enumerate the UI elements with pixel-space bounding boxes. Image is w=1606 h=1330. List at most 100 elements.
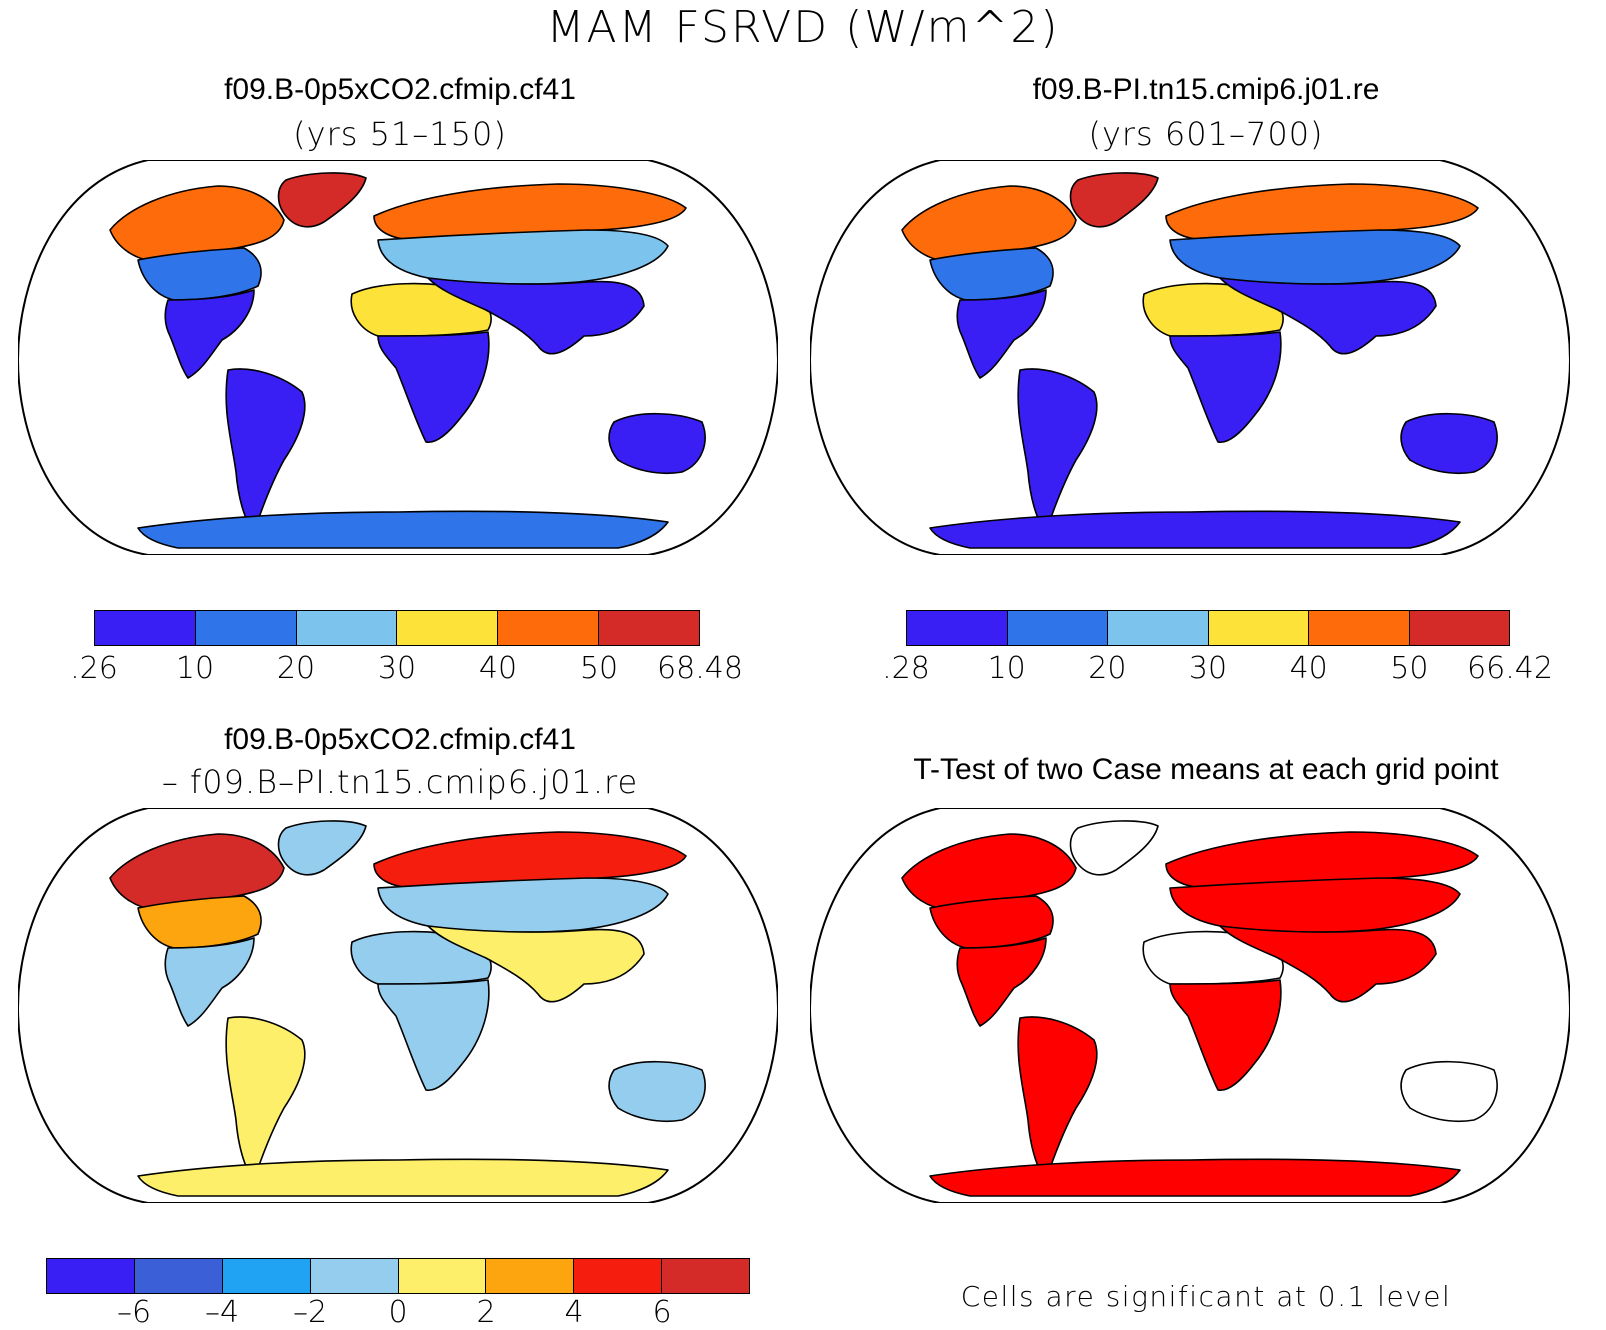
map-region-sa xyxy=(225,1016,306,1181)
colorbar-swatch xyxy=(907,611,1008,645)
colorbar-tick-label: 20 xyxy=(276,651,316,686)
map-region-na-south xyxy=(956,937,1047,1027)
colorbar-swatch xyxy=(47,1259,135,1293)
colorbar-tick-label: 40 xyxy=(478,651,518,686)
colorbar-tick-label: 0 xyxy=(388,1295,408,1330)
colorbar-tick-label: 10 xyxy=(987,651,1026,686)
map-region-sa xyxy=(225,368,306,533)
colorbar-tick-label: –6 xyxy=(116,1295,152,1330)
map-region-na-south xyxy=(956,289,1047,379)
diff-title: f09.B-0p5xCO2.cfmip.cf41 xyxy=(224,723,576,756)
map-region-australia xyxy=(608,1060,706,1123)
map-svg xyxy=(810,808,1570,1203)
map-border xyxy=(810,160,1570,555)
colorbar-tick-label: –2 xyxy=(292,1295,328,1330)
colorbar-tick-label: 6 xyxy=(652,1295,672,1330)
case2-colorbar-labels: .28 10 20 30 40 50 66.42 xyxy=(882,651,1553,686)
map-region-antarctica xyxy=(929,510,1461,549)
colorbar-tick-label: –4 xyxy=(204,1295,240,1330)
colorbar-swatch xyxy=(1007,611,1108,645)
case2-subtitle: (yrs 601–700) xyxy=(1088,115,1324,153)
colorbar-swatch xyxy=(398,1259,487,1293)
significance-note: Cells are significant at 0.1 level xyxy=(960,1280,1452,1313)
case1-colorbar xyxy=(94,610,700,646)
diff-colorbar xyxy=(46,1258,750,1294)
colorbar-tick-label: 66.42 xyxy=(1467,651,1553,686)
diff-map xyxy=(18,808,778,1203)
map-border xyxy=(18,160,778,555)
colorbar-swatch xyxy=(662,1259,749,1293)
colorbar-swatch xyxy=(1309,611,1410,645)
colorbar-tick-label: 10 xyxy=(175,651,215,686)
colorbar-swatch xyxy=(134,1259,223,1293)
map-svg xyxy=(810,160,1570,555)
colorbar-tick-label: 68.48 xyxy=(657,651,743,686)
colorbar-swatch xyxy=(296,611,398,645)
colorbar-tick-label: 20 xyxy=(1088,651,1127,686)
map-region-na-mid xyxy=(929,247,1054,301)
map-region-antarctica xyxy=(137,1158,669,1197)
map-region-eurasia-s xyxy=(427,277,645,355)
map-region-antarctica xyxy=(929,1158,1461,1197)
map-region-eurasia-s xyxy=(427,925,645,1003)
colorbar-tick-label: 2 xyxy=(476,1295,496,1330)
diff-colorbar-labels: –6 –4 –2 0 2 4 6 xyxy=(46,1296,750,1330)
map-region-na-mid xyxy=(929,895,1054,949)
map-svg xyxy=(18,808,778,1203)
map-border xyxy=(18,808,778,1203)
colorbar-swatch xyxy=(486,1259,575,1293)
colorbar-swatch xyxy=(397,611,499,645)
map-region-africa-s xyxy=(377,331,490,443)
colorbar-swatch xyxy=(195,611,297,645)
colorbar-swatch xyxy=(574,1259,663,1293)
case1-map xyxy=(18,160,778,555)
colorbar-tick-label: .26 xyxy=(70,651,118,686)
colorbar-tick-label: .28 xyxy=(882,651,930,686)
map-region-antarctica xyxy=(137,510,669,549)
case1-subtitle: (yrs 51–150) xyxy=(293,115,507,153)
colorbar-swatch xyxy=(310,1259,399,1293)
map-region-africa-s xyxy=(377,979,490,1091)
map-region-greenland xyxy=(277,172,367,228)
case1-title: f09.B-0p5xCO2.cfmip.cf41 xyxy=(224,73,576,106)
map-region-australia xyxy=(1400,412,1498,475)
map-region-greenland xyxy=(1069,820,1159,876)
case2-title: f09.B-PI.tn15.cmip6.j01.re xyxy=(1032,73,1380,106)
colorbar-tick-label: 50 xyxy=(579,651,619,686)
map-region-eurasia-s xyxy=(1219,925,1437,1003)
ttest-map xyxy=(810,808,1570,1203)
colorbar-tick-label: 40 xyxy=(1289,651,1328,686)
diff-subtitle: – f09.B–PI.tn15.cmip6.j01.re xyxy=(161,763,639,801)
map-region-na-mid xyxy=(137,895,262,949)
map-region-australia xyxy=(608,412,706,475)
case1-colorbar-labels: .26 10 20 30 40 50 68.48 xyxy=(70,651,743,686)
colorbar-swatch xyxy=(95,611,196,645)
map-region-na-south xyxy=(164,289,255,379)
colorbar-swatch xyxy=(599,611,699,645)
map-svg xyxy=(18,160,778,555)
figure-title: MAM FSRVD (W/m^2) xyxy=(546,2,1060,53)
colorbar-tick-label: 30 xyxy=(1188,651,1228,686)
map-region-africa-s xyxy=(1169,331,1282,443)
colorbar-tick-label: 50 xyxy=(1390,651,1429,686)
colorbar-swatch xyxy=(1208,611,1309,645)
colorbar-tick-label: 4 xyxy=(564,1295,584,1330)
map-region-africa-s xyxy=(1169,979,1282,1091)
colorbar-swatch xyxy=(498,611,600,645)
map-region-sa xyxy=(1017,368,1098,533)
colorbar-swatch xyxy=(1108,611,1209,645)
colorbar-tick-label: 30 xyxy=(377,651,417,686)
colorbar-swatch xyxy=(1409,611,1509,645)
map-region-sa xyxy=(1017,1016,1098,1181)
map-region-greenland xyxy=(1069,172,1159,228)
map-region-eurasia-s xyxy=(1219,277,1437,355)
colorbar-swatch xyxy=(222,1259,311,1293)
case2-colorbar xyxy=(906,610,1510,646)
map-region-na-mid xyxy=(137,247,262,301)
map-region-greenland xyxy=(277,820,367,876)
map-region-na-south xyxy=(164,937,255,1027)
case2-map xyxy=(810,160,1570,555)
map-region-australia xyxy=(1400,1060,1498,1123)
ttest-title: T-Test of two Case means at each grid po… xyxy=(913,753,1499,786)
map-border xyxy=(810,808,1570,1203)
